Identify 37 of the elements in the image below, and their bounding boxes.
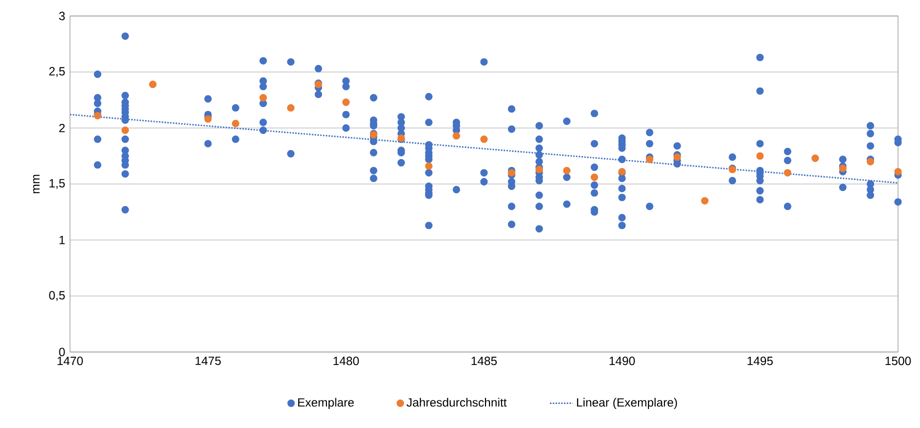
legend-label: Exemplare bbox=[298, 398, 354, 410]
point bbox=[342, 98, 350, 106]
point bbox=[259, 94, 267, 102]
point bbox=[535, 166, 543, 174]
y-axis-title: mm bbox=[33, 174, 40, 194]
y-tick-label: 0 bbox=[59, 348, 65, 356]
point bbox=[590, 174, 598, 181]
point bbox=[646, 156, 654, 164]
point bbox=[121, 126, 129, 134]
point bbox=[784, 169, 792, 177]
x-tick-label: 1500 bbox=[886, 356, 911, 366]
x-tick-label: 1475 bbox=[196, 356, 221, 366]
point bbox=[480, 135, 488, 143]
x-tick-label: 1485 bbox=[472, 356, 497, 366]
legend-label: Linear (Exemplare) bbox=[577, 398, 677, 410]
x-tick-label: 1490 bbox=[610, 356, 635, 366]
point bbox=[839, 164, 847, 172]
y-tick-label: 0,5 bbox=[49, 291, 65, 301]
point bbox=[756, 152, 764, 160]
point bbox=[811, 154, 819, 162]
x-tick-label: 1480 bbox=[334, 356, 359, 366]
point bbox=[563, 166, 571, 174]
point bbox=[452, 132, 460, 140]
y-tick-label: 2 bbox=[59, 124, 65, 132]
legend-label: Jahresdurchschnitt bbox=[406, 398, 507, 407]
point bbox=[701, 197, 709, 205]
y-tick-label: 2,5 bbox=[49, 67, 65, 77]
x-tick-label: 1470 bbox=[58, 356, 83, 366]
point bbox=[425, 162, 433, 170]
point bbox=[149, 80, 157, 88]
point bbox=[287, 104, 295, 112]
x-tick-label: 1495 bbox=[748, 356, 773, 366]
y-tick-label: 3 bbox=[59, 12, 65, 20]
y-tick-label: 1,5 bbox=[50, 179, 65, 189]
point bbox=[232, 120, 240, 128]
y-tick-label: 1 bbox=[60, 236, 65, 244]
point bbox=[894, 168, 902, 176]
